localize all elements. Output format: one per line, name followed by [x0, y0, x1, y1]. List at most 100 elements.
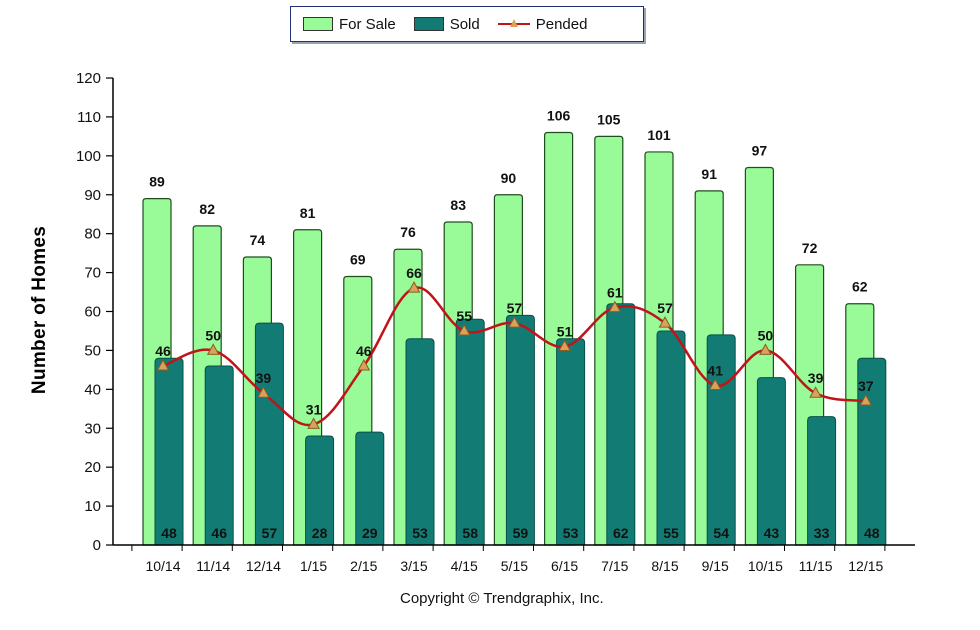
y-tick-label: 90 [84, 187, 101, 204]
legend-item-for-sale: For Sale [303, 16, 396, 33]
pended-data-label: 37 [858, 378, 874, 394]
for-sale-data-label: 76 [400, 224, 416, 240]
pended-data-label: 61 [607, 285, 623, 301]
for-sale-data-label: 106 [547, 107, 571, 123]
pended-marker [407, 281, 421, 293]
for-sale-data-label: 81 [300, 205, 316, 221]
pended-data-label: 55 [456, 308, 472, 324]
pended-marker [307, 417, 320, 429]
y-tick-label: 0 [93, 537, 101, 554]
sold-data-label: 46 [211, 525, 227, 541]
sold-bar [556, 338, 586, 546]
y-tick-label: 30 [84, 420, 101, 437]
pended-data-label: 46 [155, 343, 171, 359]
for-sale-data-label: 74 [250, 232, 266, 248]
for-sale-data-label: 83 [450, 197, 466, 213]
x-tick-label: 10/15 [748, 558, 783, 574]
pended-marker [759, 343, 772, 355]
pended-data-label: 46 [356, 343, 372, 359]
pended-line-swatch [497, 18, 530, 30]
pended-data-label: 66 [406, 265, 422, 281]
legend-label-sold: Sold [449, 15, 480, 33]
x-tick-label: 2/15 [350, 558, 377, 574]
legend-label-for-sale: For Sale [339, 15, 396, 33]
y-tick-label: 10 [84, 498, 101, 515]
x-tick-label: 4/15 [451, 558, 478, 574]
x-tick-label: 3/15 [400, 558, 427, 574]
sold-swatch [413, 17, 444, 31]
sold-bar [154, 357, 184, 546]
sold-bar [505, 314, 535, 546]
for-sale-data-label: 105 [597, 111, 621, 127]
for-sale-data-label: 72 [802, 240, 818, 256]
x-tick-label: 7/15 [601, 558, 628, 574]
x-tick-label: 12/14 [246, 558, 281, 574]
for-sale-data-label: 101 [647, 127, 671, 143]
x-tick-label: 11/15 [799, 558, 833, 574]
y-tick-label: 50 [84, 342, 101, 359]
for-sale-data-label: 62 [852, 279, 868, 295]
sold-bar [656, 330, 686, 546]
y-tick-label: 110 [77, 109, 101, 126]
sold-data-label: 28 [312, 525, 328, 541]
pended-data-label: 31 [306, 401, 322, 417]
pended-marker [859, 393, 873, 406]
for-sale-data-label: 97 [752, 143, 768, 159]
pended-marker [608, 300, 622, 313]
pended-marker [508, 316, 521, 328]
for-sale-data-label: 82 [199, 201, 215, 217]
pended-data-label: 57 [507, 300, 523, 316]
for-sale-data-label: 69 [350, 251, 366, 267]
pended-marker [708, 378, 722, 390]
sold-data-label: 53 [412, 525, 428, 541]
for-sale-data-label: 91 [701, 166, 717, 182]
pended-marker [206, 343, 220, 355]
sold-data-label: 33 [814, 525, 830, 541]
sold-data-label: 48 [864, 525, 880, 541]
sold-data-label: 62 [613, 525, 629, 541]
x-tick-label: 9/15 [702, 558, 729, 574]
copyright-text: Copyright © Trendgraphix, Inc. [400, 590, 604, 607]
y-tick-label: 80 [84, 226, 101, 243]
pended-data-label: 50 [205, 327, 221, 343]
sold-bar [455, 318, 485, 546]
pended-marker [658, 316, 672, 328]
sold-bar [204, 365, 234, 546]
sold-data-label: 48 [161, 525, 177, 541]
sold-bar [254, 322, 284, 546]
pended-data-label: 51 [557, 324, 573, 340]
pended-marker [156, 358, 170, 371]
pended-data-label: 41 [707, 362, 723, 378]
sold-data-label: 58 [462, 525, 478, 541]
x-tick-label: 8/15 [651, 558, 678, 574]
legend: For Sale Sold Pended [290, 6, 644, 42]
pended-data-label: 50 [758, 327, 774, 343]
sold-data-label: 54 [713, 525, 729, 541]
sold-data-label: 53 [563, 525, 579, 541]
sold-bar [355, 431, 385, 546]
legend-item-pended: Pended [497, 15, 588, 33]
y-tick-label: 120 [76, 70, 101, 87]
x-tick-label: 5/15 [501, 558, 528, 574]
sold-bar [807, 416, 837, 546]
for-sale-data-label: 89 [149, 174, 165, 190]
y-tick-label: 40 [84, 381, 101, 398]
pended-marker [457, 323, 471, 336]
pended-data-label: 39 [256, 370, 272, 386]
x-tick-label: 6/15 [551, 558, 578, 574]
sold-data-label: 59 [513, 525, 529, 541]
sold-data-label: 57 [262, 525, 278, 541]
pended-data-label: 57 [657, 300, 673, 316]
sold-bar [405, 338, 435, 546]
sold-data-label: 43 [764, 525, 780, 541]
legend-label-pended: Pended [535, 15, 588, 33]
pended-marker [809, 386, 822, 398]
pended-data-label: 39 [808, 370, 824, 386]
pended-marker [558, 339, 571, 352]
sold-bar [606, 303, 636, 546]
sold-data-label: 29 [362, 525, 378, 541]
x-tick-label: 12/15 [848, 558, 883, 574]
y-tick-label: 70 [84, 265, 101, 282]
sold-bar [305, 435, 335, 546]
